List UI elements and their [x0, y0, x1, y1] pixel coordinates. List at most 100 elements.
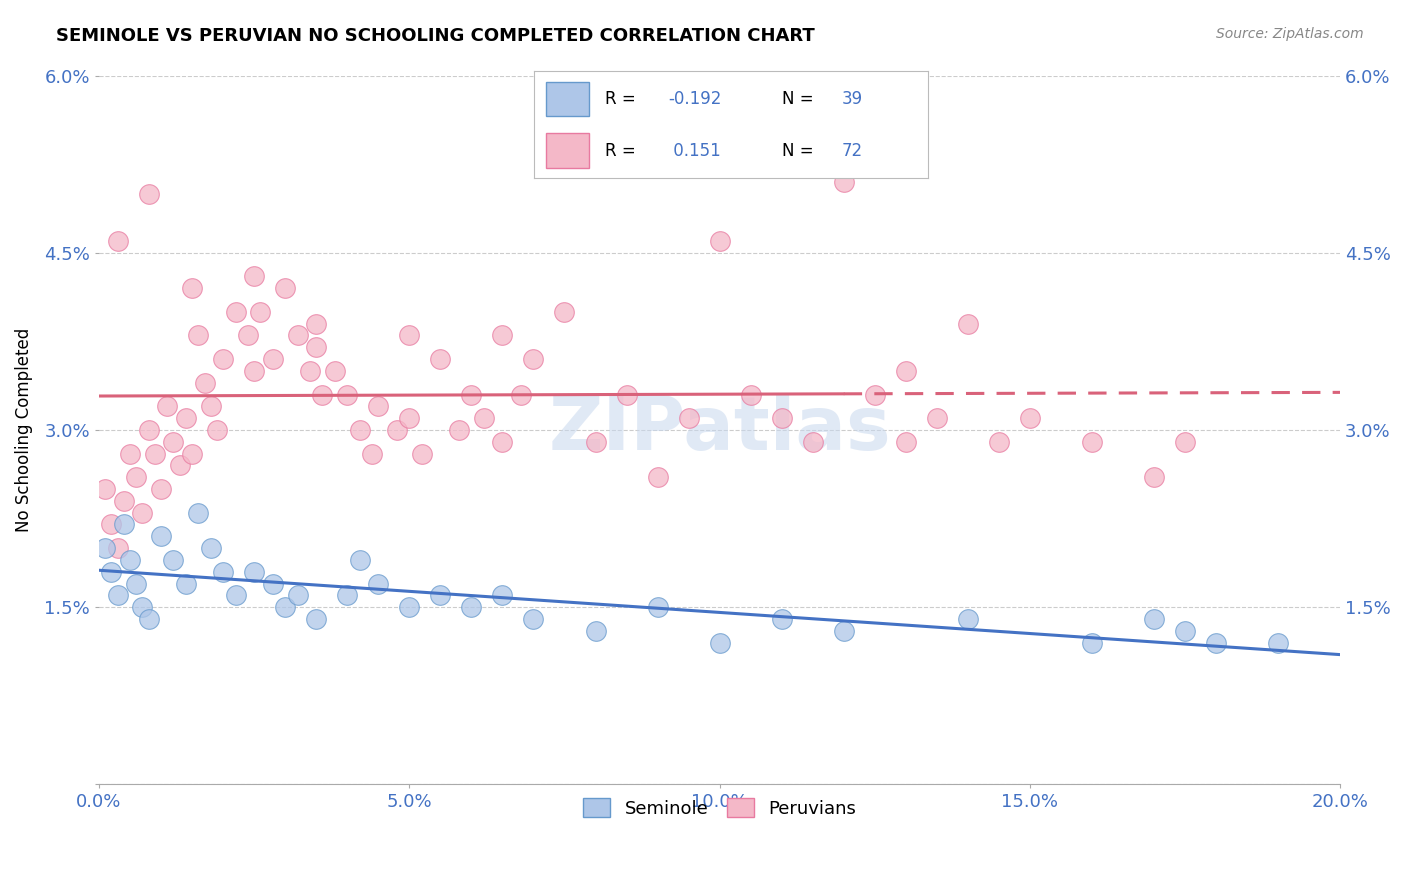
- Point: [349, 553, 371, 567]
- Text: N =: N =: [782, 142, 820, 160]
- Point: [187, 328, 209, 343]
- Point: [336, 588, 359, 602]
- Point: [112, 517, 135, 532]
- Point: [181, 447, 204, 461]
- Point: [162, 553, 184, 567]
- Point: [411, 447, 433, 461]
- Point: [987, 434, 1010, 449]
- Point: [385, 423, 408, 437]
- Point: [367, 576, 389, 591]
- Point: [647, 600, 669, 615]
- Point: [143, 447, 166, 461]
- Point: [1143, 612, 1166, 626]
- Point: [243, 565, 266, 579]
- Point: [1019, 411, 1042, 425]
- Point: [299, 364, 322, 378]
- Point: [956, 612, 979, 626]
- Point: [169, 458, 191, 473]
- Point: [181, 281, 204, 295]
- Point: [863, 387, 886, 401]
- Point: [138, 612, 160, 626]
- Point: [212, 352, 235, 367]
- Point: [709, 234, 731, 248]
- Point: [205, 423, 228, 437]
- Point: [832, 175, 855, 189]
- Point: [1205, 635, 1227, 649]
- Text: 39: 39: [841, 90, 862, 108]
- Legend: Seminole, Peruvians: Seminole, Peruvians: [576, 791, 863, 825]
- Point: [249, 305, 271, 319]
- Point: [832, 624, 855, 638]
- Text: N =: N =: [782, 90, 820, 108]
- Point: [925, 411, 948, 425]
- Point: [100, 565, 122, 579]
- Point: [460, 387, 482, 401]
- Text: R =: R =: [605, 90, 641, 108]
- Point: [522, 352, 544, 367]
- Point: [1174, 434, 1197, 449]
- Text: R =: R =: [605, 142, 641, 160]
- Point: [1081, 635, 1104, 649]
- Point: [585, 434, 607, 449]
- Point: [678, 411, 700, 425]
- Point: [398, 600, 420, 615]
- Point: [585, 624, 607, 638]
- Point: [472, 411, 495, 425]
- Point: [262, 576, 284, 591]
- Point: [305, 612, 328, 626]
- Point: [150, 529, 173, 543]
- Point: [709, 635, 731, 649]
- Point: [311, 387, 333, 401]
- Point: [156, 400, 179, 414]
- Point: [740, 387, 762, 401]
- Point: [1267, 635, 1289, 649]
- Point: [770, 612, 793, 626]
- Point: [491, 434, 513, 449]
- Point: [398, 328, 420, 343]
- Point: [125, 576, 148, 591]
- Point: [336, 387, 359, 401]
- Point: [94, 541, 117, 555]
- Point: [94, 482, 117, 496]
- Point: [187, 506, 209, 520]
- Point: [770, 411, 793, 425]
- Point: [429, 352, 451, 367]
- Point: [491, 328, 513, 343]
- Point: [138, 423, 160, 437]
- Point: [894, 364, 917, 378]
- Point: [174, 576, 197, 591]
- Point: [616, 387, 638, 401]
- Point: [225, 305, 247, 319]
- Point: [274, 600, 297, 615]
- Point: [287, 588, 309, 602]
- Point: [236, 328, 259, 343]
- Point: [200, 541, 222, 555]
- Point: [112, 494, 135, 508]
- Point: [274, 281, 297, 295]
- Point: [174, 411, 197, 425]
- Point: [801, 434, 824, 449]
- Point: [150, 482, 173, 496]
- Point: [200, 400, 222, 414]
- Point: [510, 387, 533, 401]
- Point: [107, 541, 129, 555]
- Point: [243, 364, 266, 378]
- Point: [118, 447, 141, 461]
- Point: [447, 423, 470, 437]
- Point: [243, 269, 266, 284]
- Point: [361, 447, 384, 461]
- Text: Source: ZipAtlas.com: Source: ZipAtlas.com: [1216, 27, 1364, 41]
- Point: [553, 305, 575, 319]
- Point: [1174, 624, 1197, 638]
- Point: [956, 317, 979, 331]
- Point: [131, 600, 153, 615]
- Point: [287, 328, 309, 343]
- Point: [107, 588, 129, 602]
- Point: [125, 470, 148, 484]
- Text: 0.151: 0.151: [668, 142, 721, 160]
- Y-axis label: No Schooling Completed: No Schooling Completed: [15, 328, 32, 533]
- FancyBboxPatch shape: [546, 134, 589, 168]
- Point: [107, 234, 129, 248]
- Text: -0.192: -0.192: [668, 90, 721, 108]
- Point: [225, 588, 247, 602]
